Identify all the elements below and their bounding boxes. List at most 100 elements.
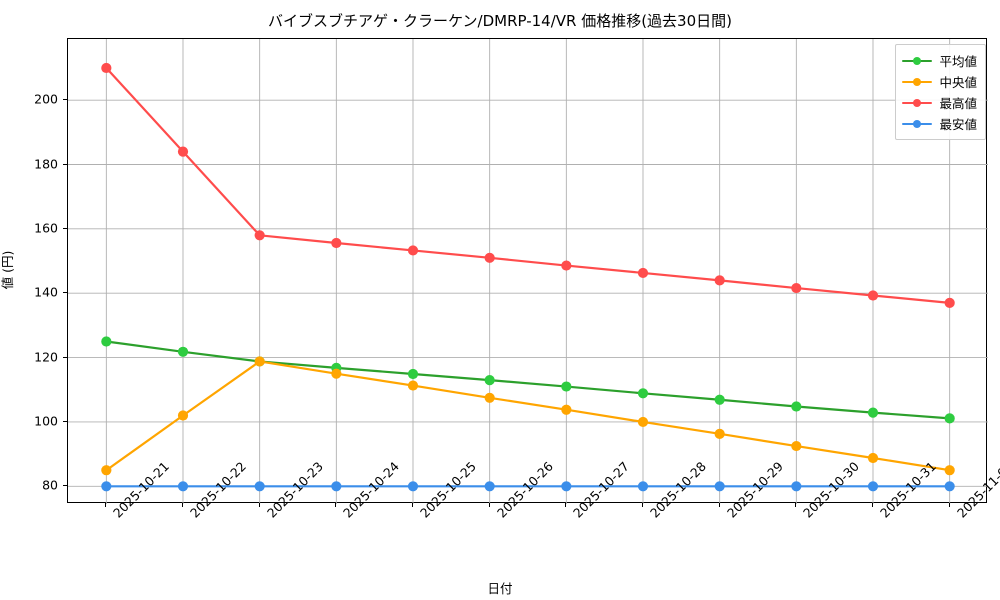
data-point-marker	[331, 481, 342, 492]
x-tick-label: 2025-10-21	[110, 459, 172, 521]
x-tick-mark	[105, 503, 107, 507]
x-tick-label: 2025-10-27	[570, 459, 632, 521]
chart-legend: 平均値中央値最高値最安値	[895, 44, 986, 140]
x-tick-mark	[795, 503, 797, 507]
x-tick-label: 2025-10-30	[800, 459, 862, 521]
data-point-marker	[177, 146, 189, 157]
data-point-marker	[637, 388, 649, 399]
series-lines	[101, 62, 955, 492]
data-point-marker	[101, 62, 112, 74]
y-tick-mark	[63, 356, 67, 358]
data-point-marker	[561, 260, 572, 271]
data-point-marker	[561, 381, 572, 392]
legend-swatch-icon	[902, 118, 933, 130]
x-tick-mark	[182, 503, 183, 507]
data-point-marker	[101, 465, 112, 476]
y-tick-label: 200	[34, 91, 58, 107]
data-point-marker	[177, 410, 189, 421]
data-point-marker	[331, 368, 342, 379]
x-tick-mark	[718, 503, 720, 507]
data-point-marker	[637, 481, 649, 492]
legend-label: 中央値	[939, 75, 977, 90]
x-tick-label: 2025-10-25	[417, 459, 479, 521]
legend-label: 最高値	[939, 96, 977, 111]
data-point-marker	[254, 230, 265, 241]
series-line-2	[105, 66, 951, 304]
y-tick-mark	[63, 99, 67, 101]
plot-area	[67, 38, 988, 504]
x-tick-mark	[565, 503, 567, 507]
data-point-marker	[867, 481, 879, 492]
legend-item-3[interactable]: 最安値	[902, 113, 977, 134]
series-line-0	[105, 340, 951, 420]
x-tick-label: 2025-10-28	[647, 459, 709, 521]
data-point-marker	[944, 465, 955, 476]
data-point-marker	[177, 346, 189, 357]
data-point-marker	[637, 416, 649, 428]
chart-title: バイブスブチアゲ・クラーケン/DMRP-14/VR 価格推移(過去30日間)	[267, 12, 733, 30]
data-point-marker	[407, 380, 419, 391]
legend-label: 平均値	[939, 54, 977, 69]
data-point-marker	[714, 481, 725, 492]
x-tick-label: 2025-10-26	[494, 459, 556, 521]
x-tick-mark	[412, 503, 413, 507]
data-point-marker	[714, 275, 725, 286]
legend-item-0[interactable]: 平均値	[902, 50, 977, 71]
series-line-1	[105, 360, 951, 472]
data-point-marker	[561, 404, 572, 415]
data-point-marker	[791, 481, 802, 492]
data-point-marker	[944, 297, 955, 308]
data-point-marker	[484, 392, 495, 403]
x-tick-mark	[642, 503, 643, 507]
y-tick-mark	[63, 227, 67, 229]
x-tick-mark	[335, 503, 337, 507]
data-point-marker	[331, 237, 342, 249]
data-point-marker	[407, 481, 419, 492]
data-point-marker	[101, 336, 112, 347]
legend-label: 最安値	[939, 117, 977, 132]
y-tick-label: 100	[34, 413, 58, 429]
data-point-marker	[101, 481, 112, 492]
data-point-marker	[637, 267, 649, 279]
legend-item-2[interactable]: 最高値	[902, 92, 977, 113]
y-tick-label: 160	[34, 220, 58, 236]
x-tick-mark	[488, 503, 490, 507]
legend-swatch-icon	[902, 55, 933, 67]
y-tick-mark	[63, 420, 67, 422]
x-tick-label: 2025-10-29	[724, 459, 786, 521]
data-point-marker	[407, 245, 419, 256]
data-point-marker	[791, 401, 802, 412]
y-tick-mark	[63, 485, 67, 487]
data-point-marker	[944, 413, 955, 424]
plot-svg	[68, 39, 988, 504]
y-tick-label: 80	[42, 477, 58, 493]
data-point-marker	[867, 290, 879, 301]
data-point-marker	[407, 368, 419, 380]
grid-lines	[68, 39, 988, 504]
x-tick-label: 2025-11-01	[954, 459, 1000, 521]
data-point-marker	[867, 407, 879, 418]
data-point-marker	[791, 282, 802, 294]
data-point-marker	[791, 440, 802, 452]
data-point-marker	[254, 356, 265, 367]
y-tick-label: 140	[34, 284, 58, 300]
x-tick-label: 2025-10-31	[877, 459, 939, 521]
y-tick-label: 180	[34, 156, 58, 171]
legend-item-1[interactable]: 中央値	[902, 71, 977, 92]
data-point-marker	[484, 375, 495, 386]
x-tick-mark	[872, 503, 873, 507]
x-tick-mark	[948, 503, 950, 507]
data-point-marker	[254, 481, 265, 492]
x-tick-label: 2025-10-22	[187, 459, 249, 521]
data-point-marker	[484, 481, 495, 492]
y-tick-label: 120	[34, 349, 58, 365]
data-point-marker	[484, 252, 495, 263]
data-point-marker	[177, 481, 189, 492]
legend-swatch-icon	[902, 97, 933, 109]
y-tick-mark	[63, 163, 67, 165]
data-point-marker	[714, 428, 725, 439]
data-point-marker	[867, 452, 879, 464]
x-axis-label: 日付	[487, 581, 513, 596]
x-tick-label: 2025-10-24	[340, 459, 402, 521]
